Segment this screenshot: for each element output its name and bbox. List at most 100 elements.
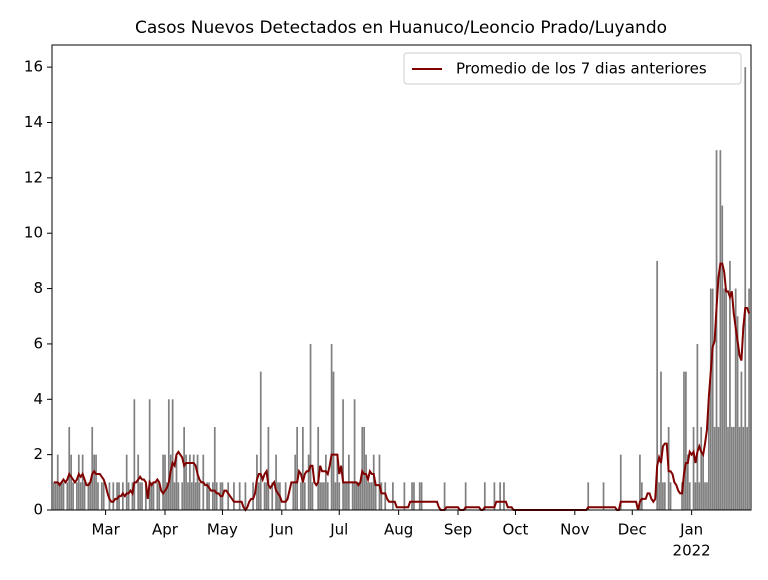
bar xyxy=(342,399,344,510)
bar xyxy=(420,482,423,510)
bar xyxy=(715,150,718,510)
bar xyxy=(70,454,73,510)
bar xyxy=(602,482,605,510)
bar xyxy=(196,454,199,510)
bar xyxy=(330,343,333,510)
bar xyxy=(363,426,366,510)
x-tick-label: May xyxy=(207,521,238,539)
bar xyxy=(681,482,683,510)
bar xyxy=(257,482,260,510)
bar xyxy=(190,482,193,510)
x-tick-label: Jan xyxy=(679,521,703,539)
bar xyxy=(141,482,143,510)
bar xyxy=(259,371,262,510)
bar xyxy=(685,371,687,510)
bar xyxy=(171,399,174,510)
bar xyxy=(227,482,230,510)
bar xyxy=(206,482,208,510)
bar xyxy=(169,454,172,510)
plot-frame xyxy=(51,44,752,511)
bar xyxy=(696,343,699,510)
y-tick-label: 4 xyxy=(33,390,43,408)
bar xyxy=(319,482,321,510)
bar xyxy=(351,482,354,510)
bar xyxy=(700,426,703,510)
bar xyxy=(656,260,659,510)
bar xyxy=(374,482,377,510)
bar xyxy=(148,399,151,510)
bar xyxy=(372,454,375,510)
bar xyxy=(411,482,413,510)
bar xyxy=(380,482,383,510)
bar xyxy=(156,482,159,510)
bar xyxy=(208,482,210,510)
bar xyxy=(742,426,745,510)
bar xyxy=(688,482,691,510)
bar xyxy=(292,482,295,510)
bar xyxy=(640,482,643,510)
bar xyxy=(338,482,341,510)
bar xyxy=(721,205,724,511)
x-tick-label: Jul xyxy=(329,521,348,539)
bar xyxy=(326,482,329,510)
bar xyxy=(102,482,105,510)
bar xyxy=(663,482,666,510)
bar xyxy=(658,482,660,510)
bar xyxy=(212,482,214,510)
bar xyxy=(131,482,134,510)
bar xyxy=(311,482,314,510)
y-tick-label: 16 xyxy=(24,58,43,76)
bar xyxy=(89,482,92,510)
bar xyxy=(198,482,201,510)
bar xyxy=(183,426,186,510)
bar xyxy=(748,288,750,510)
bar xyxy=(192,454,195,510)
bar xyxy=(619,454,622,510)
bar xyxy=(369,482,371,510)
bar xyxy=(365,454,367,510)
bar xyxy=(112,482,115,510)
bar xyxy=(357,482,360,510)
bar xyxy=(167,399,170,510)
bar xyxy=(698,482,701,510)
x-tick-label: Jun xyxy=(269,521,293,539)
bar xyxy=(213,426,216,510)
bar xyxy=(639,454,641,510)
y-tick-label: 0 xyxy=(33,501,43,519)
bar xyxy=(60,482,63,510)
bar xyxy=(361,426,364,510)
bar xyxy=(66,482,69,510)
bar xyxy=(744,67,747,511)
bar xyxy=(300,482,302,510)
bar xyxy=(81,454,84,510)
bar xyxy=(736,316,739,510)
bar xyxy=(344,482,346,510)
bar xyxy=(725,288,727,510)
x-tick-label: Nov xyxy=(560,521,589,539)
bar xyxy=(296,426,298,510)
bar xyxy=(244,482,247,510)
bar xyxy=(144,482,147,510)
bar xyxy=(62,482,65,510)
bar xyxy=(177,482,180,510)
y-tick-label: 8 xyxy=(33,279,43,297)
bar xyxy=(692,426,695,510)
bar xyxy=(392,482,394,510)
bar xyxy=(93,454,95,510)
x-year-label: 2022 xyxy=(673,542,711,560)
bar xyxy=(662,482,664,510)
bar xyxy=(746,426,749,510)
bar xyxy=(54,482,57,510)
bar xyxy=(709,288,712,510)
bar xyxy=(702,454,704,510)
bar xyxy=(730,426,733,510)
bar xyxy=(173,482,176,510)
x-tick-label: Dec xyxy=(618,521,647,539)
bar xyxy=(493,482,496,510)
bar xyxy=(708,399,710,510)
bar xyxy=(265,482,268,510)
bar xyxy=(321,482,323,510)
bar xyxy=(72,482,74,510)
bar xyxy=(181,482,184,510)
